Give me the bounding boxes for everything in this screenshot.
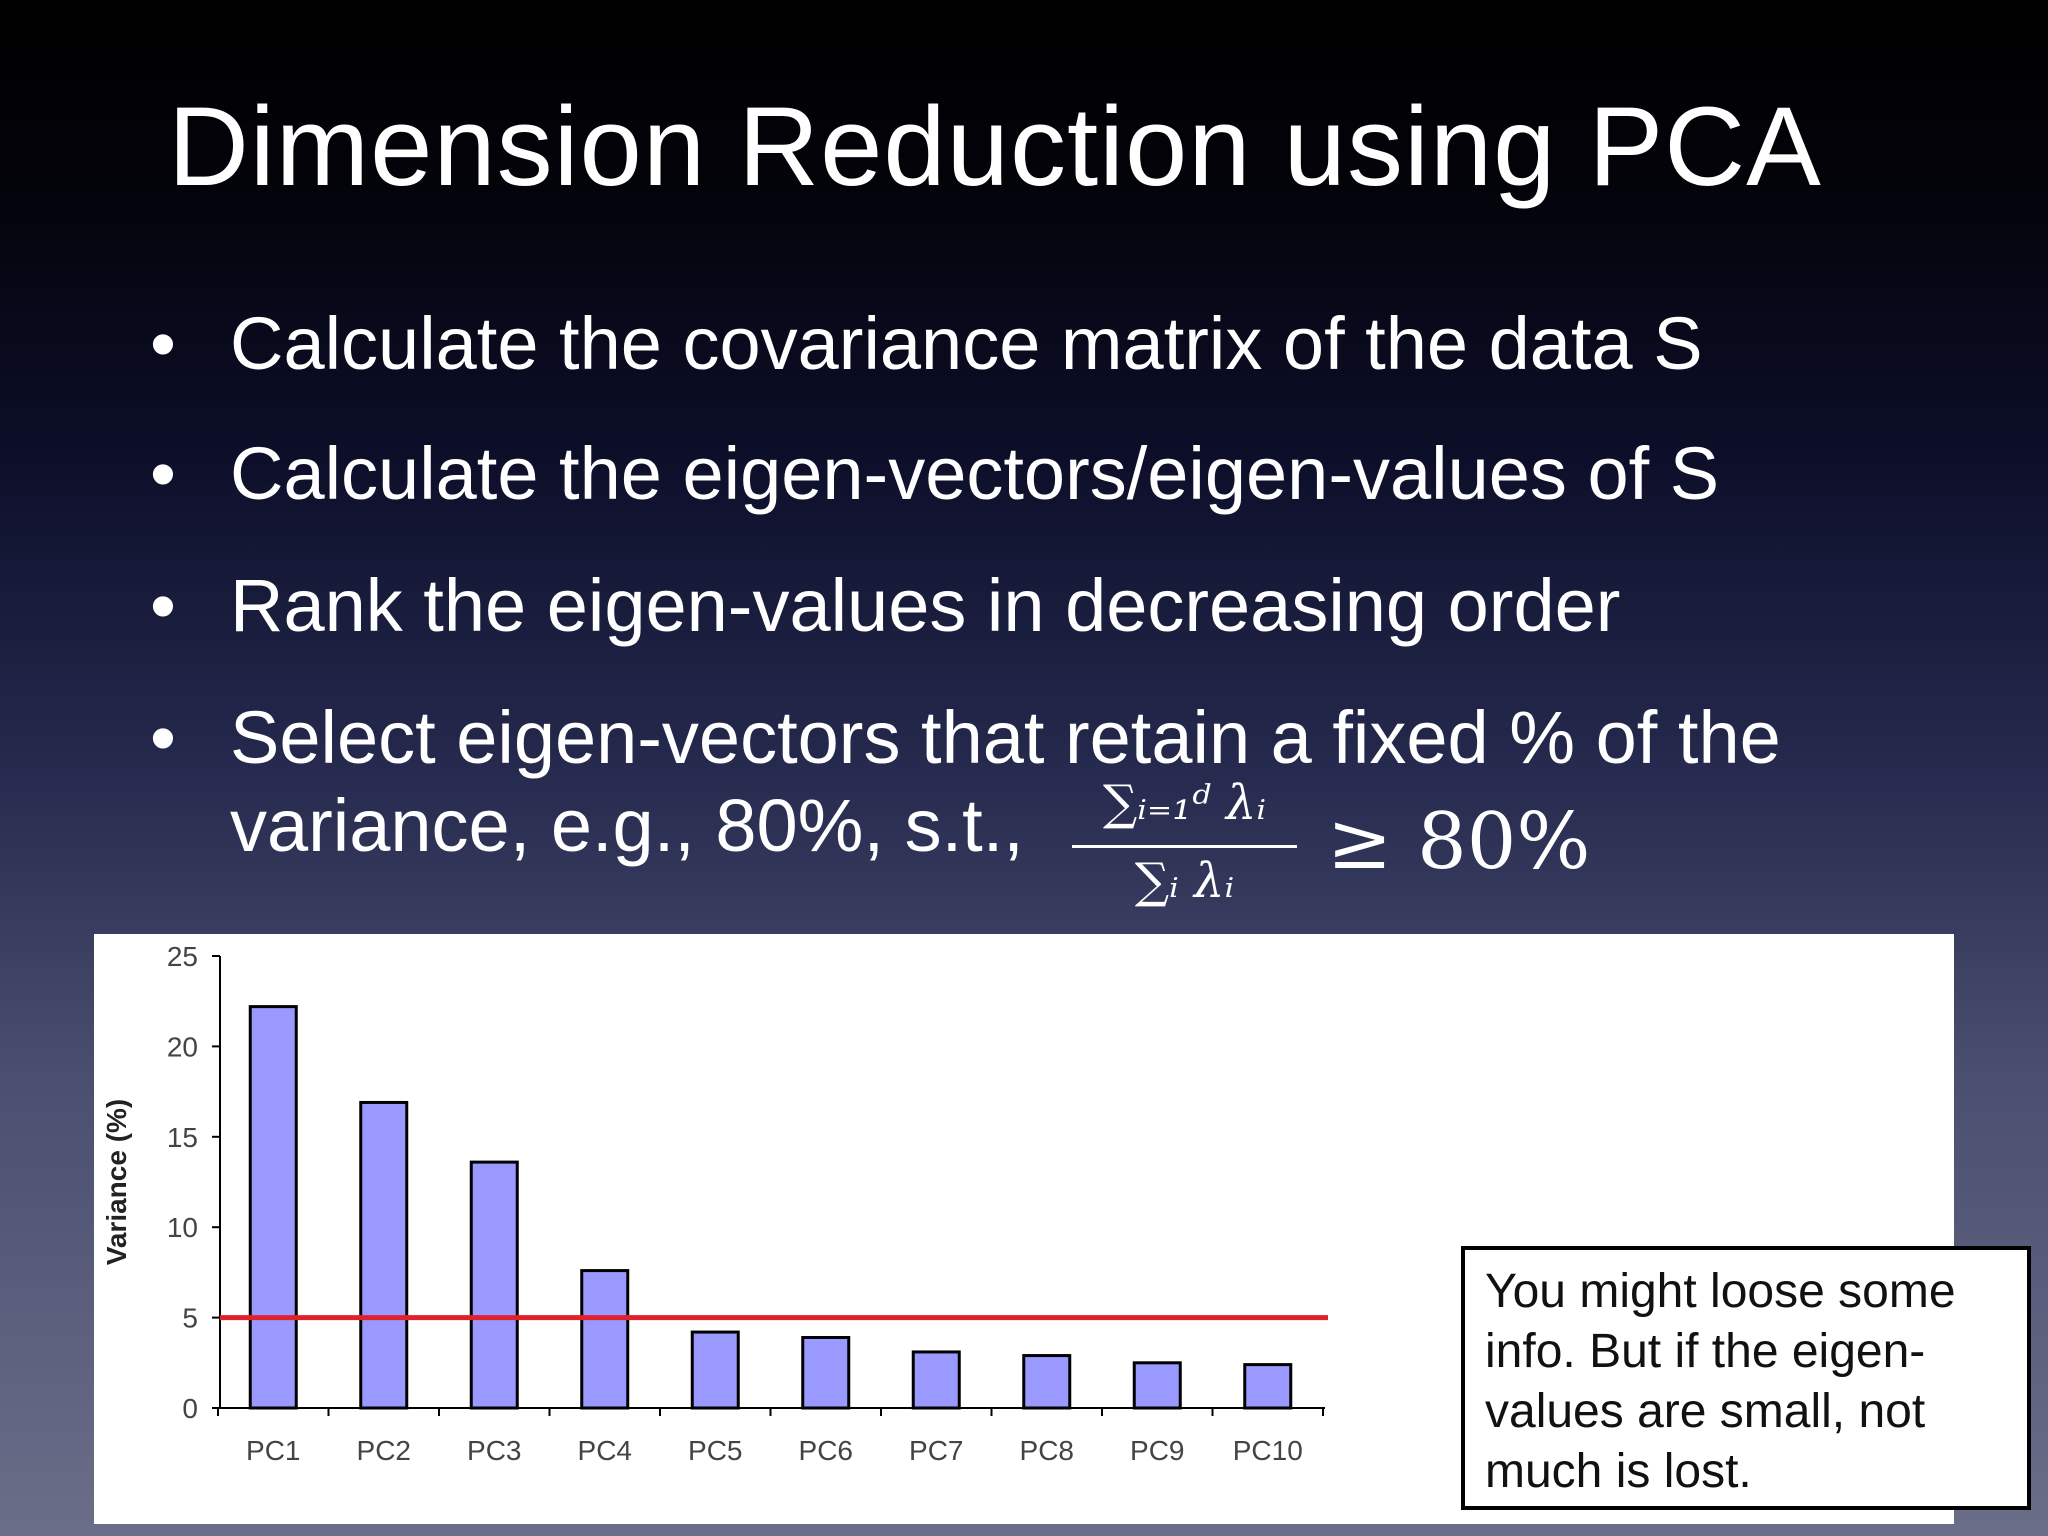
x-tick-label: PC7 [909,1435,963,1466]
y-tick-label: 0 [182,1393,198,1424]
bullet-dot: • [150,302,176,385]
formula-numerator: ∑ᵢ₌₁ᵈ λᵢ [1102,775,1267,831]
formula-fraction: ∑ᵢ₌₁ᵈ λᵢ ∑ᵢ λᵢ [1072,775,1297,915]
bar-pc6 [801,1335,851,1410]
slide-title: Dimension Reduction using PCA [168,84,1822,209]
y-tick-label: 25 [167,941,198,972]
bullet-text: Select eigen-vectors that retain a fixed… [230,696,1781,779]
bar-pc8 [1022,1354,1072,1410]
bar-pc2 [359,1100,409,1410]
y-tick-label: 20 [167,1031,198,1062]
bar-pc5 [690,1330,740,1410]
y-tick-label: 15 [167,1122,198,1153]
bar-pc4 [580,1269,630,1410]
bullet-text: Calculate the covariance matrix of the d… [230,302,1703,385]
x-tick-label: PC1 [246,1435,300,1466]
y-tick-label: 10 [167,1212,198,1243]
bullet-dot: • [150,564,176,647]
bullet-text: Calculate the eigen-vectors/eigen-values… [230,432,1720,515]
x-tick-label: PC2 [357,1435,411,1466]
bar-pc10 [1243,1363,1293,1410]
bullet-dot: • [150,696,176,779]
bullet-dot: • [150,432,176,515]
bar-pc7 [911,1350,961,1410]
variance-chart: 0 5 10 15 20 25 Variance (%) PC1 PC2 PC3 PC4 PC5 PC6… [94,934,2031,1524]
fraction-bar [1072,845,1297,848]
bullet-text: Rank the eigen-values in decreasing orde… [230,564,1621,647]
bar-pc9 [1132,1361,1182,1410]
bar-pc1 [248,1005,298,1410]
formula-relation: ≥ 80% [1327,797,1591,887]
formula-denominator: ∑ᵢ λᵢ [1134,853,1235,909]
x-tick-label: PC9 [1130,1435,1184,1466]
chart-canvas: 0 5 10 15 20 25 Variance (%) PC1 PC2 PC3 PC4 PC5 PC6… [101,941,1328,1466]
y-axis-label: Variance (%) [101,1099,132,1266]
x-tick-label: PC10 [1233,1435,1303,1466]
x-tick-label: PC5 [688,1435,742,1466]
y-tick-label: 5 [182,1303,198,1334]
variance-ratio-formula: ∑ᵢ₌₁ᵈ λᵢ ∑ᵢ λᵢ ≥ 80% [1072,775,1591,915]
bullet-text-continuation: variance, e.g., 80%, s.t., [230,784,1024,867]
x-tick-label: PC6 [799,1435,853,1466]
annotation-box: You might loose some info. But if the ei… [1461,1246,2031,1510]
x-tick-label: PC3 [467,1435,521,1466]
bar-pc3 [469,1160,519,1410]
x-tick-label: PC4 [578,1435,632,1466]
x-tick-label: PC8 [1020,1435,1074,1466]
